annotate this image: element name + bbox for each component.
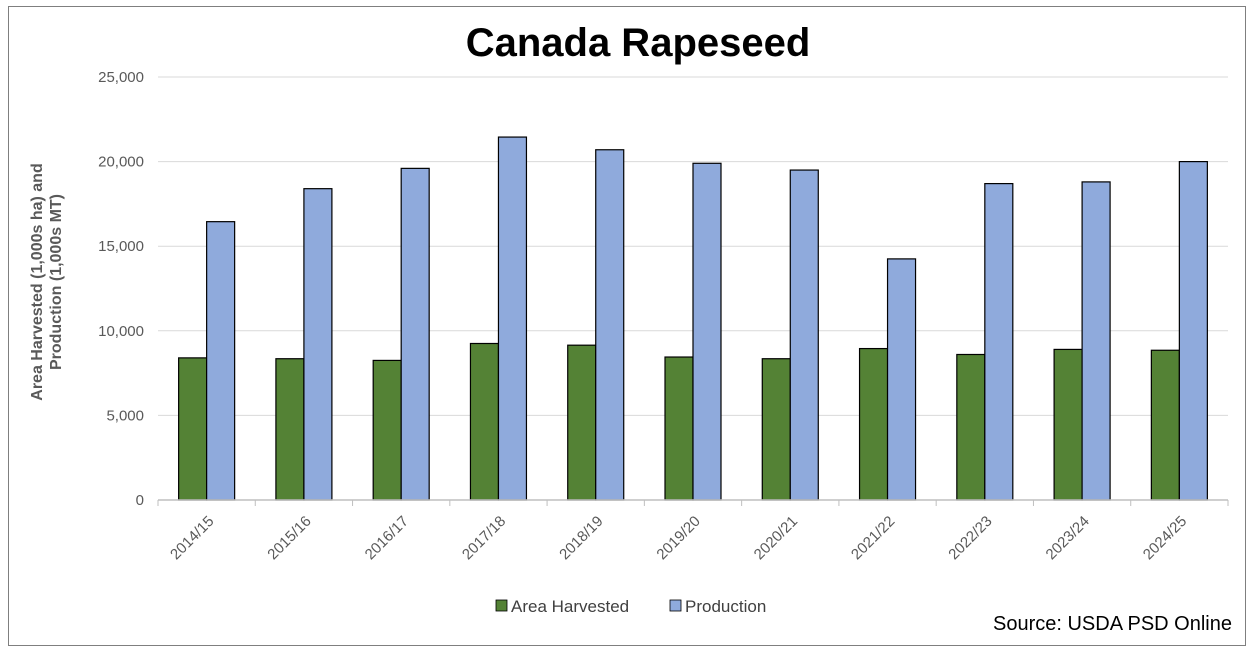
source-note: Source: USDA PSD Online <box>993 613 1232 635</box>
x-tick-label: 2014/15 <box>167 513 217 563</box>
bar-area-harvested-2021-22 <box>858 347 889 501</box>
bar-area-harvested-2023-24 <box>1053 348 1083 501</box>
bar-area-harvested-2024-25 <box>1150 349 1180 501</box>
x-axis-ticks: 2014/15 2015/16 2016/17 2017/18 2018/19 2019/… <box>167 513 1190 563</box>
bar-production-2018-19 <box>595 149 625 501</box>
legend-label: Production <box>685 597 766 616</box>
y-tick-label: 0 <box>136 492 144 509</box>
chart-title: Canada Rapeseed <box>466 21 811 65</box>
bar-area-harvested-2017-18 <box>469 342 500 501</box>
bar-production-2023-24 <box>1081 181 1111 501</box>
bar-area-harvested-2014-15 <box>178 357 208 501</box>
legend-swatch <box>495 599 508 612</box>
x-tick-label: 2015/16 <box>264 513 314 563</box>
legend-label: Area Harvested <box>511 597 629 616</box>
x-tick-label: 2018/19 <box>556 513 606 563</box>
x-tick-label: 2016/17 <box>362 513 412 563</box>
bar-production-2021-22 <box>886 258 917 501</box>
bar-production-2022-23 <box>984 182 1014 501</box>
bar-production-2019-20 <box>692 162 722 501</box>
y-tick-label: 25,000 <box>98 69 144 86</box>
y-axis-label-line-1: Area Harvested (1,000s ha) and <box>29 163 46 400</box>
y-tick-label: 5,000 <box>106 407 144 424</box>
bar-area-harvested-2019-20 <box>664 356 694 501</box>
x-tick-label: 2020/21 <box>751 513 801 563</box>
bar-production-2020-21 <box>789 169 819 501</box>
bar-production-2014-15 <box>206 221 236 501</box>
bar-production-2015-16 <box>303 188 333 501</box>
bar-area-harvested-2020-21 <box>761 358 791 501</box>
x-tick-label: 2017/18 <box>459 513 509 563</box>
x-tick-label: 2024/25 <box>1140 513 1190 563</box>
y-axis-ticks: 0 5,000 10,000 15,000 20,000 25,000 <box>98 69 144 509</box>
bar-production-2017-18 <box>497 136 528 501</box>
bar-production-2016-17 <box>400 167 430 501</box>
x-tick-label: 2022/23 <box>945 513 995 563</box>
bar-area-harvested-2015-16 <box>275 358 305 501</box>
bar-area-harvested-2016-17 <box>372 359 402 501</box>
y-tick-label: 10,000 <box>98 323 144 340</box>
bar-production-2024-25 <box>1178 161 1208 501</box>
y-axis-label-line-2: Production (1,000s MT) <box>48 194 65 370</box>
y-axis-label: Area Harvested (1,000s ha) and Productio… <box>29 163 65 400</box>
legend-swatch <box>669 599 682 612</box>
y-tick-label: 20,000 <box>98 154 144 171</box>
x-axis <box>157 499 1229 506</box>
bar-area-harvested-2018-19 <box>567 344 597 501</box>
y-tick-label: 15,000 <box>98 238 144 255</box>
x-tick-label: 2019/20 <box>653 513 703 563</box>
bar-area-harvested-2022-23 <box>956 353 986 501</box>
x-tick-label: 2021/22 <box>848 513 898 563</box>
legend: Area Harvested Production <box>495 597 766 616</box>
bars <box>178 136 1208 501</box>
x-tick-label: 2023/24 <box>1043 513 1093 563</box>
